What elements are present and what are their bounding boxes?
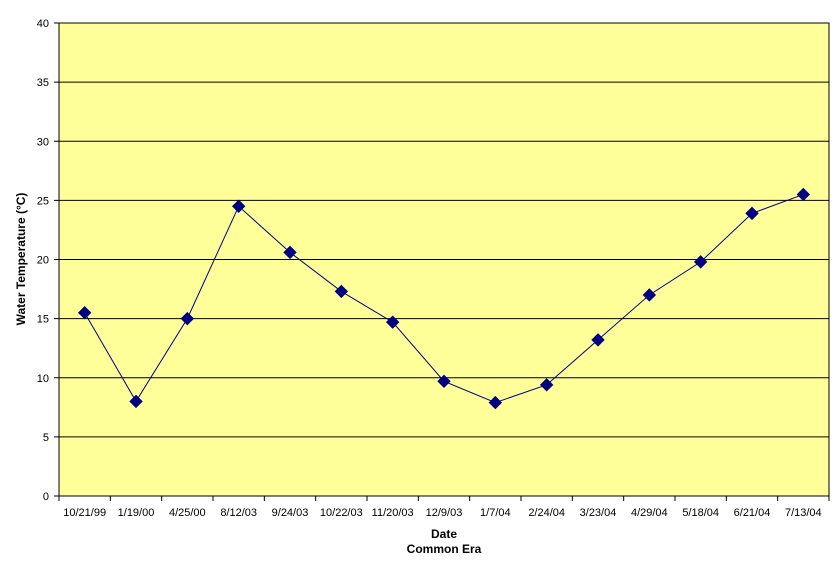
data-point xyxy=(488,395,503,410)
x-tick-label: 6/21/04 xyxy=(734,507,771,519)
y-tick-label: 25 xyxy=(37,195,49,207)
data-point xyxy=(231,199,246,213)
x-tick-label: 1/7/04 xyxy=(480,507,511,519)
data-point xyxy=(180,311,195,326)
y-tick-label: 0 xyxy=(43,491,49,503)
data-point xyxy=(796,187,811,202)
x-tick-label: 1/19/00 xyxy=(118,507,155,519)
y-tick-label: 20 xyxy=(37,255,49,267)
x-tick-label: 8/12/03 xyxy=(220,507,257,519)
y-tick-label: 30 xyxy=(37,136,49,148)
x-tick-label: 11/20/03 xyxy=(372,507,414,519)
data-point xyxy=(745,206,759,221)
data-point xyxy=(437,374,451,389)
x-axis-ticks: 10/21/99 1/19/00 4/25/00 8/12/03 9/24/03 10/2… xyxy=(58,496,830,519)
x-tick-label: 7/13/04 xyxy=(785,507,822,519)
x-tick-label: 5/18/04 xyxy=(682,507,719,519)
y-axis-ticks: 0 5 10 15 20 25 30 35 40 xyxy=(37,18,59,503)
y-axis-title: Water Temperature (°C) xyxy=(14,193,28,326)
x-axis-subtitle: Common Era xyxy=(407,542,482,556)
series xyxy=(77,187,811,410)
data-point xyxy=(642,288,657,302)
x-tick-label: 12/9/03 xyxy=(426,507,463,519)
x-tick-label: 9/24/03 xyxy=(272,507,309,519)
data-point xyxy=(283,245,297,260)
gridlines xyxy=(59,81,829,438)
x-tick-label: 4/25/00 xyxy=(169,507,206,519)
data-point xyxy=(334,284,349,299)
data-point xyxy=(591,333,605,347)
data-point xyxy=(129,394,143,409)
x-axis-title: Date xyxy=(431,527,457,541)
x-tick-label: 4/29/04 xyxy=(631,507,668,519)
y-tick-label: 10 xyxy=(37,373,49,385)
x-tick-label: 10/22/03 xyxy=(320,507,363,519)
data-point xyxy=(539,378,554,392)
x-tick-label: 3/23/04 xyxy=(580,507,617,519)
x-tick-label: 10/21/99 xyxy=(63,507,106,519)
data-point xyxy=(693,255,708,269)
data-point xyxy=(77,306,92,320)
y-tick-label: 5 xyxy=(43,432,49,444)
y-tick-label: 35 xyxy=(37,77,49,89)
x-tick-label: 2/24/04 xyxy=(528,507,565,519)
data-point xyxy=(385,315,400,329)
y-tick-label: 15 xyxy=(37,314,49,326)
y-tick-label: 40 xyxy=(37,18,49,30)
